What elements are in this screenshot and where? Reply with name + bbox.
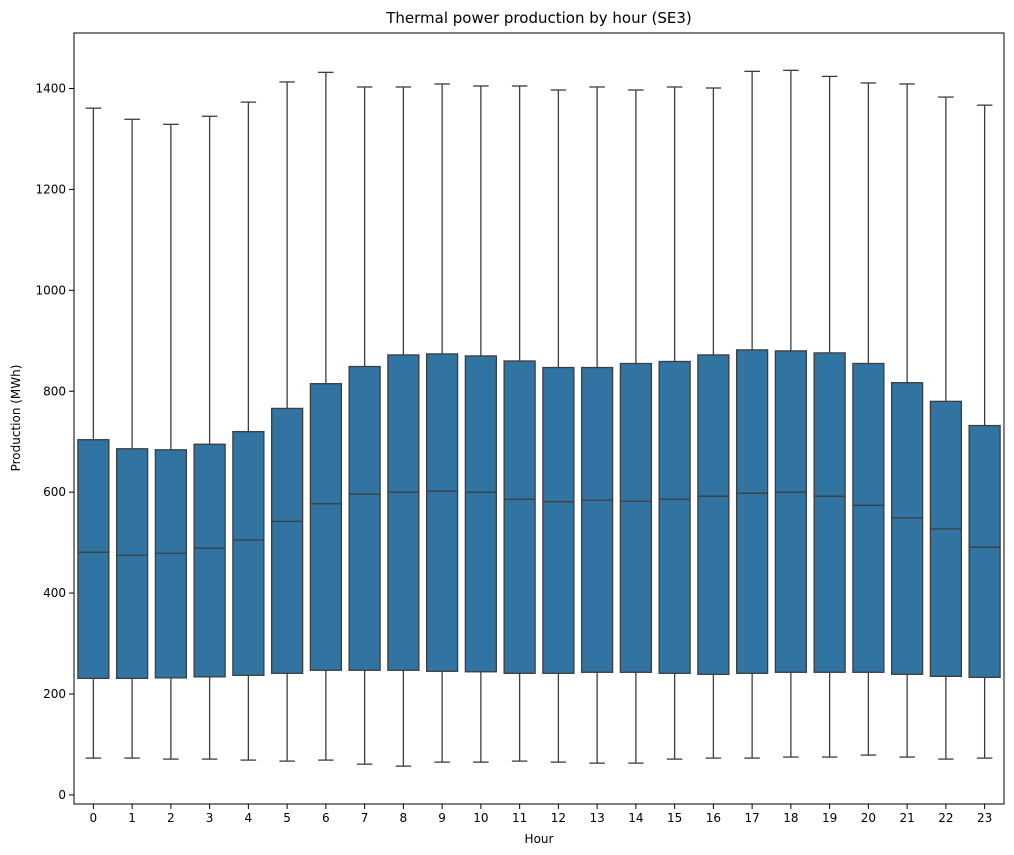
box-hour-6 <box>309 71 343 761</box>
box-iqr <box>77 439 110 680</box>
x-tick-label: 18 <box>783 811 798 825</box>
box-iqr <box>619 362 653 673</box>
x-tick-label: 4 <box>245 811 253 825</box>
x-tick-label: 21 <box>899 811 914 825</box>
x-tick-label: 11 <box>512 811 527 825</box>
box-iqr <box>697 354 730 675</box>
x-tick-label: 8 <box>400 811 408 825</box>
box-iqr <box>464 355 498 673</box>
box-iqr <box>425 353 459 672</box>
box-iqr <box>232 430 265 676</box>
y-axis: 0 200 400 600 800 1000 1200 1400 <box>35 82 74 802</box>
x-tick-label: 3 <box>206 811 214 825</box>
box-hour-17 <box>735 70 769 759</box>
box-iqr <box>115 448 149 680</box>
box-hour-14 <box>619 89 653 764</box>
box-hour-11 <box>503 85 536 762</box>
box-iqr <box>309 383 343 671</box>
box-hour-2 <box>154 123 188 760</box>
box-hour-7 <box>348 86 381 765</box>
plot-area <box>73 32 1005 805</box>
x-tick-label: 15 <box>667 811 682 825</box>
box-hour-20 <box>852 82 885 756</box>
box-hour-9 <box>425 83 459 763</box>
box-iqr <box>580 366 614 673</box>
box-hour-19 <box>813 75 846 758</box>
y-tick-label: 400 <box>43 586 66 600</box>
x-tick-label: 0 <box>90 811 98 825</box>
x-tick-label: 20 <box>861 811 876 825</box>
x-axis-label: Hour <box>525 832 554 846</box>
x-tick-label: 1 <box>128 811 136 825</box>
x-tick-label: 2 <box>167 811 175 825</box>
box-hour-3 <box>193 115 226 760</box>
box-iqr <box>193 443 226 678</box>
box-iqr <box>852 362 885 673</box>
box-hour-13 <box>580 86 614 764</box>
box-iqr <box>154 449 188 679</box>
y-tick-label: 1200 <box>35 182 66 196</box>
box-hour-8 <box>387 86 420 767</box>
y-tick-label: 1000 <box>35 283 66 297</box>
box-iqr <box>542 366 575 674</box>
box-iqr <box>503 360 536 674</box>
y-tick-label: 800 <box>43 384 66 398</box>
box-iqr <box>813 352 846 673</box>
x-tick-label: 12 <box>551 811 566 825</box>
x-tick-label: 17 <box>744 811 759 825</box>
y-tick-label: 200 <box>43 687 66 701</box>
box-hour-22 <box>929 96 963 760</box>
x-tick-label: 19 <box>822 811 837 825</box>
box-iqr <box>658 360 691 674</box>
x-tick-label: 22 <box>938 811 953 825</box>
x-tick-label: 23 <box>977 811 992 825</box>
y-tick-label: 1400 <box>35 82 66 96</box>
box-hour-23 <box>968 104 1001 759</box>
plot-frame <box>73 32 1005 805</box>
box-hour-15 <box>658 86 691 760</box>
box-hour-21 <box>890 83 924 758</box>
x-tick-label: 9 <box>438 811 446 825</box>
y-tick-label: 0 <box>58 788 66 802</box>
box-iqr <box>735 349 769 674</box>
box-iqr <box>968 424 1001 679</box>
y-tick-label: 600 <box>43 485 66 499</box>
box-hour-18 <box>774 69 808 758</box>
box-hour-16 <box>697 87 730 759</box>
box-iqr <box>890 382 924 675</box>
x-tick-label: 13 <box>589 811 604 825</box>
box-iqr <box>929 400 963 677</box>
chart-title: Thermal power production by hour (SE3) <box>385 9 692 27</box>
box-iqr <box>774 350 808 673</box>
box-iqr <box>387 354 420 671</box>
box-hour-1 <box>115 118 149 759</box>
x-tick-label: 7 <box>361 811 369 825</box>
box-hour-5 <box>270 81 304 762</box>
box-hour-10 <box>464 85 498 763</box>
x-tick-label: 6 <box>322 811 330 825</box>
box-hour-0 <box>77 107 110 759</box>
box-hour-4 <box>232 101 265 761</box>
x-axis: 0 1 2 3 4 5 6 7 8 9 10 11 12 13 14 15 16 17 18 19 20 21 22 23 <box>90 804 992 825</box>
box-iqr <box>270 407 304 674</box>
x-tick-label: 16 <box>706 811 721 825</box>
box-hour-12 <box>542 89 575 763</box>
x-tick-label: 14 <box>628 811 643 825</box>
x-tick-label: 10 <box>473 811 488 825</box>
x-tick-label: 5 <box>283 811 291 825</box>
y-axis-label: Production (MWh) <box>9 365 23 472</box>
box-iqr <box>348 365 381 671</box>
